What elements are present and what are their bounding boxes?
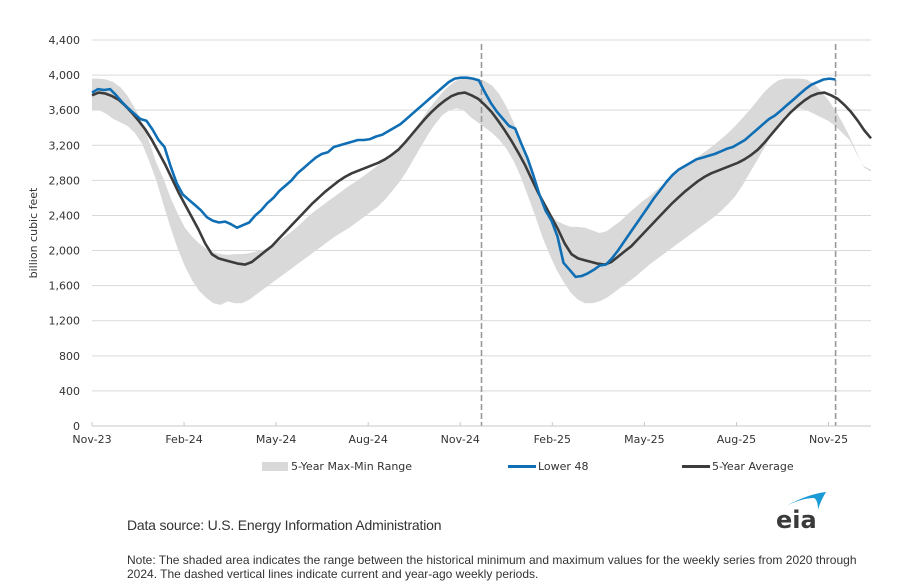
x-tick-label: Nov-23 — [72, 433, 111, 446]
footnote: Note: The shaded area indicates the rang… — [127, 553, 857, 581]
reference-lines — [480, 44, 837, 426]
x-tick-label: May-24 — [256, 433, 297, 446]
y-axis-title: billion cubic feet — [27, 187, 40, 278]
legend-item-lower48: Lower 48 — [508, 460, 588, 473]
x-tick-label: Feb-24 — [165, 433, 202, 446]
y-tick-label: 1,600 — [49, 280, 81, 293]
logo-text: eia — [776, 506, 817, 532]
average-swatch — [682, 465, 710, 468]
legend-item-range: 5-Year Max-Min Range — [262, 460, 412, 473]
y-tick-label: 2,000 — [49, 245, 81, 258]
x-tick-label: Aug-24 — [348, 433, 387, 446]
lower48-swatch — [508, 465, 536, 468]
lower48-line — [91, 76, 836, 279]
range-swatch — [262, 462, 288, 471]
y-tick-label: 3,200 — [49, 139, 81, 152]
series-lines — [91, 76, 872, 279]
y-tick-label: 2,800 — [49, 174, 81, 187]
range-band-layer — [92, 77, 871, 305]
x-tick-label: Feb-25 — [534, 433, 571, 446]
y-tick-label: 0 — [73, 420, 80, 433]
x-tick-label: May-25 — [624, 433, 665, 446]
y-tick-label: 800 — [59, 350, 80, 363]
eia-logo: eia — [776, 492, 826, 532]
x-tick-label: Nov-24 — [441, 433, 480, 446]
chart: 0 400 800 1,200 1,600 2,000 2,400 2,800 3,200 3,6… — [27, 34, 872, 446]
legend-label-average: 5-Year Average — [712, 460, 794, 473]
x-tick-label: Aug-25 — [717, 433, 756, 446]
axes: 0 400 800 1,200 1,600 2,000 2,400 2,800 3,200 3,6… — [49, 34, 871, 446]
x-tick-label: Nov-25 — [809, 433, 848, 446]
y-tick-label: 400 — [59, 385, 80, 398]
legend-label-lower48: Lower 48 — [538, 460, 589, 473]
data-source: Data source: U.S. Energy Information Adm… — [127, 517, 442, 533]
y-tick-label: 3,600 — [49, 104, 81, 117]
y-tick-label: 1,200 — [49, 315, 81, 328]
five-year-average-line — [91, 91, 872, 266]
y-tick-label: 4,400 — [49, 34, 81, 47]
y-tick-label: 4,000 — [49, 69, 81, 82]
legend-label-range: 5-Year Max-Min Range — [291, 460, 413, 473]
range-band — [92, 77, 871, 305]
legend-item-average: 5-Year Average — [682, 460, 794, 473]
legend: 5-Year Max-Min Range Lower 48 5-Year Ave… — [0, 460, 906, 478]
logo-arc-icon — [786, 492, 826, 510]
y-tick-label: 2,400 — [49, 209, 81, 222]
